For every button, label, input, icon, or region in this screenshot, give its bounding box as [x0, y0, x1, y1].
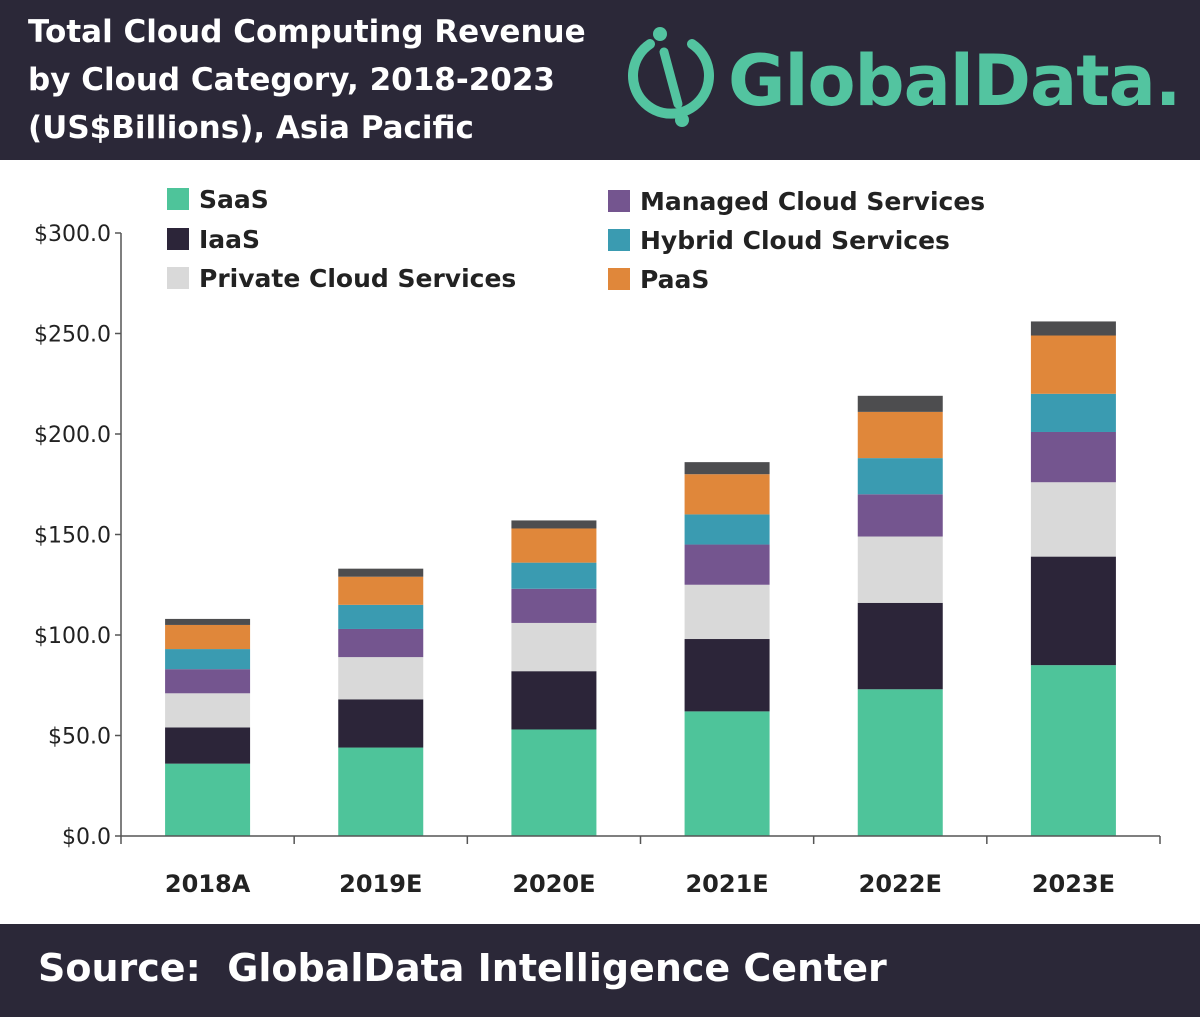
- legend-swatch: [608, 229, 630, 251]
- y-tick-label: $150.0: [34, 524, 111, 549]
- bar-hybrid-cloud-services-2022e: [857, 458, 943, 495]
- x-tick-label: 2020E: [512, 870, 595, 898]
- source-note: Source: GlobalData Intelligence Center: [38, 946, 887, 990]
- bar-saas-2018a: [165, 763, 251, 836]
- bar-stack-2020e: [511, 520, 597, 836]
- bar-other-2018a: [165, 618, 251, 625]
- bar-other-2022e: [857, 395, 943, 412]
- bar-iaas-2018a: [165, 727, 251, 764]
- legend: SaaS IaaS Private Cloud Services Managed Cl…: [167, 185, 985, 294]
- globaldata-logo-icon: [628, 27, 714, 127]
- legend-label: IaaS: [199, 225, 260, 254]
- bar-private-cloud-services-2022e: [857, 536, 943, 603]
- legend-swatch: [167, 267, 189, 289]
- bar-iaas-2021e: [684, 639, 770, 712]
- bar-stack-2022e: [857, 395, 943, 836]
- x-axis: 2018A 2019E 2020E 2021E 2022E 2023E: [120, 835, 1161, 898]
- bar-saas-2019e: [338, 747, 424, 836]
- bar-private-cloud-services-2018a: [165, 693, 251, 728]
- bar-saas-2021e: [684, 711, 770, 836]
- header-band: Total Cloud Computing Revenue by Cloud C…: [0, 0, 1200, 160]
- bar-private-cloud-services-2020e: [511, 622, 597, 672]
- chart-title-line-1: Total Cloud Computing Revenue: [28, 14, 586, 50]
- bar-managed-cloud-services-2023e: [1030, 431, 1116, 483]
- bar-hybrid-cloud-services-2023e: [1030, 393, 1116, 432]
- bars: [165, 321, 1116, 836]
- legend-label: Managed Cloud Services: [640, 187, 985, 216]
- bar-stack-2018a: [165, 618, 251, 836]
- legend-swatch: [608, 268, 630, 290]
- legend-swatch: [167, 228, 189, 250]
- x-tick-label: 2023E: [1032, 870, 1115, 898]
- bar-iaas-2023e: [1030, 556, 1116, 666]
- x-tick-label: 2022E: [859, 870, 942, 898]
- bar-stack-2023e: [1030, 321, 1116, 836]
- legend-item-paas: PaaS: [608, 265, 709, 294]
- y-tick-label: $0.0: [62, 825, 111, 850]
- bar-paas-2023e: [1030, 335, 1116, 394]
- bar-paas-2022e: [857, 411, 943, 459]
- legend-label: PaaS: [640, 265, 709, 294]
- bar-saas-2020e: [511, 729, 597, 836]
- x-tick-label: 2018A: [165, 870, 251, 898]
- bar-hybrid-cloud-services-2021e: [684, 514, 770, 545]
- y-tick-label: $200.0: [34, 423, 111, 448]
- bar-other-2020e: [511, 520, 597, 529]
- legend-label: SaaS: [199, 185, 269, 214]
- bar-iaas-2020e: [511, 671, 597, 730]
- bar-saas-2023e: [1030, 665, 1116, 836]
- y-tick-label: $100.0: [34, 624, 111, 649]
- bar-iaas-2019e: [338, 699, 424, 748]
- bar-paas-2021e: [684, 474, 770, 515]
- bar-managed-cloud-services-2020e: [511, 588, 597, 623]
- bar-managed-cloud-services-2018a: [165, 669, 251, 694]
- bar-stack-2019e: [338, 568, 424, 836]
- globaldata-logo-text: GlobalData.: [728, 40, 1182, 122]
- y-tick-label: $250.0: [34, 323, 111, 348]
- bar-saas-2022e: [857, 689, 943, 836]
- legend-swatch: [608, 190, 630, 212]
- bar-private-cloud-services-2021e: [684, 584, 770, 640]
- legend-item-iaas: IaaS: [167, 225, 260, 254]
- bar-hybrid-cloud-services-2019e: [338, 604, 424, 629]
- y-axis: $0.0 $50.0 $100.0 $150.0 $200.0 $250.0 $300.0: [34, 222, 122, 850]
- bar-private-cloud-services-2019e: [338, 657, 424, 700]
- bar-managed-cloud-services-2019e: [338, 628, 424, 658]
- y-tick-label: $50.0: [48, 725, 111, 750]
- legend-item-private-cloud-services: Private Cloud Services: [167, 264, 516, 293]
- bar-other-2021e: [684, 462, 770, 475]
- chart-title-line-2: by Cloud Category, 2018-2023: [28, 62, 555, 98]
- legend-item-saas: SaaS: [167, 185, 269, 214]
- legend-item-managed-cloud-services: Managed Cloud Services: [608, 187, 985, 216]
- stacked-bar-chart: SaaS IaaS Private Cloud Services Managed Cl…: [34, 185, 1161, 898]
- bar-private-cloud-services-2023e: [1030, 482, 1116, 557]
- bar-managed-cloud-services-2022e: [857, 494, 943, 537]
- bar-other-2019e: [338, 568, 424, 577]
- globaldata-logo: GlobalData.: [620, 22, 1182, 142]
- bar-paas-2020e: [511, 528, 597, 563]
- bar-managed-cloud-services-2021e: [684, 544, 770, 585]
- chart-title-line-3: (US$Billions), Asia Pacific: [28, 110, 474, 146]
- bar-iaas-2022e: [857, 602, 943, 690]
- footer-band: Source: GlobalData Intelligence Center: [0, 924, 1200, 1017]
- bar-other-2023e: [1030, 321, 1116, 336]
- bar-hybrid-cloud-services-2018a: [165, 649, 251, 670]
- bar-hybrid-cloud-services-2020e: [511, 562, 597, 589]
- x-tick-label: 2019E: [339, 870, 422, 898]
- bar-paas-2018a: [165, 624, 251, 650]
- bar-stack-2021e: [684, 462, 770, 836]
- legend-label: Hybrid Cloud Services: [640, 226, 950, 255]
- bar-paas-2019e: [338, 576, 424, 605]
- legend-item-hybrid-cloud-services: Hybrid Cloud Services: [608, 226, 950, 255]
- legend-swatch: [167, 188, 189, 210]
- legend-label: Private Cloud Services: [199, 264, 516, 293]
- y-tick-label: $300.0: [34, 222, 111, 247]
- x-tick-label: 2021E: [685, 870, 768, 898]
